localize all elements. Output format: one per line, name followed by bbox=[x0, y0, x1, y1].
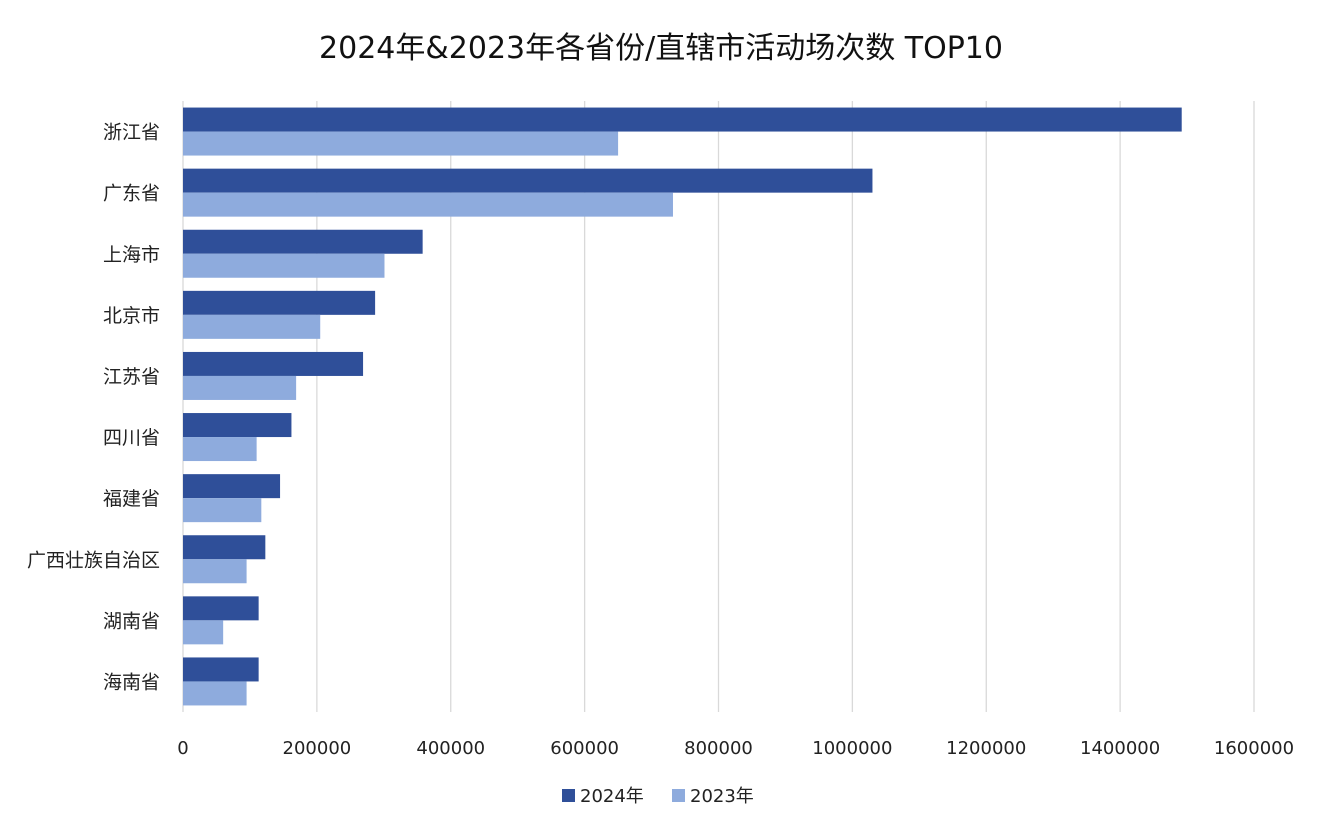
bar-series1 bbox=[183, 535, 266, 560]
category-label: 海南省 bbox=[103, 671, 160, 693]
bar-series1 bbox=[183, 107, 1182, 132]
x-tick-label: 1600000 bbox=[1214, 738, 1294, 759]
bar-series2 bbox=[183, 620, 224, 645]
category-label: 广西壮族自治区 bbox=[27, 549, 160, 571]
category-label: 北京市 bbox=[103, 305, 160, 327]
bar-series1 bbox=[183, 290, 376, 315]
x-tick-label: 1400000 bbox=[1080, 738, 1160, 759]
legend-swatch bbox=[672, 789, 685, 802]
bars bbox=[183, 107, 1182, 706]
bar-series1 bbox=[183, 168, 873, 193]
bar-series2 bbox=[183, 375, 297, 400]
bar-series2 bbox=[183, 131, 619, 156]
bar-series2 bbox=[183, 681, 247, 706]
bar-series1 bbox=[183, 657, 259, 682]
bar-series1 bbox=[183, 413, 292, 438]
x-tick-labels: 0 200000 400000 600000 800000 1000000 1200000 1… bbox=[177, 738, 1294, 759]
bar-series2 bbox=[183, 559, 247, 584]
bar-series2 bbox=[183, 498, 262, 523]
category-label: 浙江省 bbox=[103, 122, 160, 144]
bar-series1 bbox=[183, 351, 364, 376]
x-tick-label: 0 bbox=[177, 738, 188, 759]
bar-series1 bbox=[183, 596, 259, 621]
x-tick-label: 600000 bbox=[550, 738, 619, 759]
category-label: 江苏省 bbox=[103, 366, 160, 388]
x-tick-label: 200000 bbox=[283, 738, 352, 759]
bar-series1 bbox=[183, 474, 281, 499]
chart-title: 2024年&2023年各省份/直辖市活动场次数 TOP10 bbox=[319, 31, 1003, 66]
legend-label: 2023年 bbox=[690, 786, 754, 807]
category-label: 广东省 bbox=[103, 183, 160, 205]
legend-label: 2024年 bbox=[580, 786, 644, 807]
x-tick-label: 800000 bbox=[684, 738, 753, 759]
bar-series1 bbox=[183, 229, 423, 254]
legend: 2024年 2023年 bbox=[562, 786, 754, 807]
bar-series2 bbox=[183, 253, 385, 278]
category-label: 四川省 bbox=[103, 427, 160, 449]
bar-series2 bbox=[183, 437, 257, 462]
category-label: 福建省 bbox=[103, 488, 160, 510]
bar-series2 bbox=[183, 192, 673, 217]
category-label: 湖南省 bbox=[103, 610, 160, 632]
x-tick-label: 400000 bbox=[416, 738, 485, 759]
legend-swatch bbox=[562, 789, 575, 802]
bar-series2 bbox=[183, 314, 321, 339]
category-label: 上海市 bbox=[103, 244, 160, 266]
x-tick-label: 1000000 bbox=[812, 738, 892, 759]
x-tick-label: 1200000 bbox=[946, 738, 1026, 759]
